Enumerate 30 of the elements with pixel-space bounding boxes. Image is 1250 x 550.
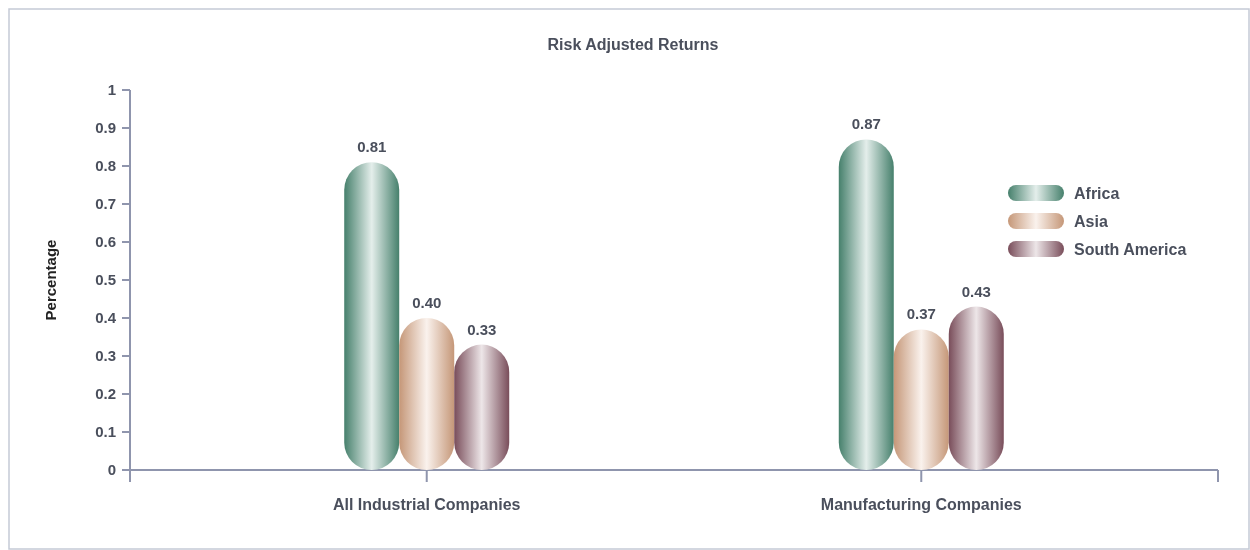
bar <box>399 318 455 470</box>
y-tick-label: 0.7 <box>95 195 116 213</box>
y-tick-label: 1 <box>107 81 116 99</box>
data-label: 0.81 <box>357 138 387 156</box>
legend-label: Africa <box>1074 184 1120 202</box>
data-label: 0.37 <box>906 305 936 323</box>
bar <box>344 162 400 470</box>
y-tick-label: 0.6 <box>95 233 116 251</box>
bar <box>948 306 1004 470</box>
x-tick-label: Manufacturing Companies <box>820 496 1022 513</box>
y-tick-label: 0.9 <box>95 119 116 137</box>
bar <box>454 344 510 470</box>
data-label: 0.87 <box>851 115 881 133</box>
x-tick-label: All Industrial Companies <box>332 496 521 513</box>
bar <box>893 329 949 470</box>
y-tick-label: 0 <box>107 461 116 479</box>
bar <box>838 139 894 470</box>
y-axis-title: Percentage <box>42 239 59 321</box>
y-tick-label: 0.4 <box>95 309 117 327</box>
y-tick-label: 0.3 <box>95 347 116 365</box>
data-label: 0.33 <box>467 320 497 338</box>
y-tick-label: 0.2 <box>95 385 116 403</box>
y-tick-label: 0.5 <box>95 271 116 289</box>
legend-label: South America <box>1074 240 1187 258</box>
legend-label: Asia <box>1074 212 1108 230</box>
y-tick-label: 0.1 <box>95 423 116 441</box>
data-label: 0.40 <box>412 294 442 311</box>
y-tick-label: 0.8 <box>95 157 116 175</box>
data-label: 0.43 <box>961 282 991 300</box>
chart-title: Risk Adjusted Returns <box>547 36 719 53</box>
